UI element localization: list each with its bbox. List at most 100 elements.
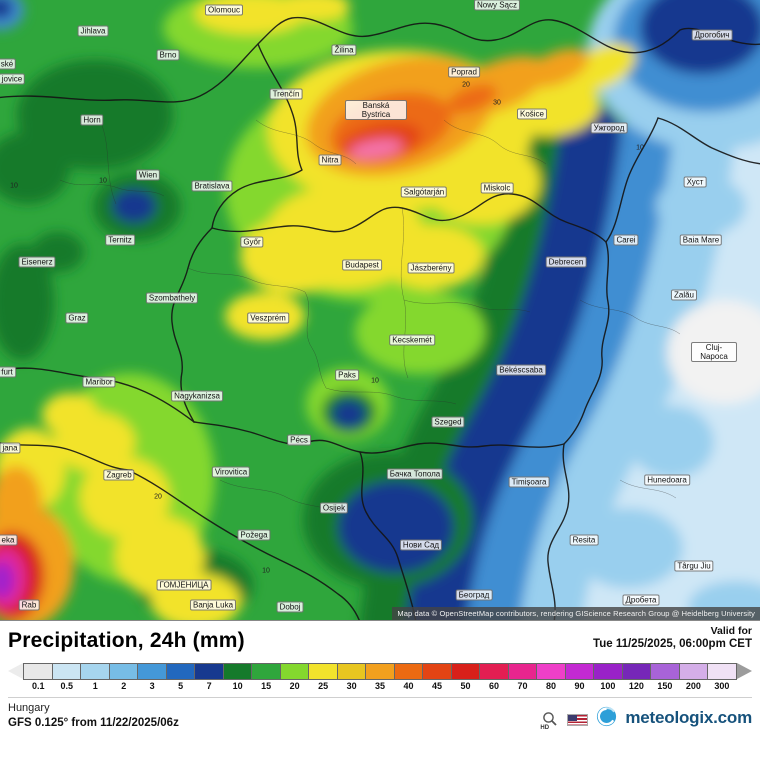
scale-tick: 100 [600,681,616,691]
scale-swatch [480,663,509,679]
scale-tick: 200 [685,681,701,691]
scale-swatch [451,663,481,679]
scale-swatch [651,663,680,679]
city-label: ské [0,58,17,70]
city-label: Doboj [276,601,304,613]
scale-tick: 120 [628,681,644,691]
city-label: Békéscsaba [496,364,546,376]
color-scale-bar [23,662,737,680]
city-label: Zalău [670,289,698,301]
scale-tick: 45 [432,681,443,691]
scale-tick: 5 [178,681,184,691]
city-label: Budapest [342,259,382,271]
contour-label: 20 [462,81,470,89]
scale-tick: 90 [574,681,585,691]
city-label: Nowy Sącz [473,0,521,11]
contour-label: 10 [99,177,107,185]
city-label: jovice [0,73,26,85]
city-label: Maribor [82,376,116,388]
scale-swatch [309,663,338,679]
scale-swatch [366,663,395,679]
city-label: Horn [80,114,104,126]
scale-swatch [622,663,652,679]
city-label: Banja Luka [189,599,237,611]
city-label: Cluj-Napoca [691,342,737,362]
scale-tick: 1 [92,681,98,691]
scale-tick: 50 [460,681,471,691]
city-label: Baia Mare [679,234,723,246]
city-label: Дробета [622,594,660,606]
city-label: Virovitica [211,466,251,478]
city-label: Trenčín [269,88,303,100]
city-label: Veszprém [247,312,289,324]
city-label: Jihlava [77,25,109,37]
city-label: Košice [516,108,548,120]
scale-tick: 7 [206,681,212,691]
city-label: Poprad [448,66,480,78]
scale-tick: 15 [261,681,272,691]
contour-label: 10 [10,182,18,190]
city-label: jana [0,442,21,454]
model-info-block: Hungary GFS 0.125° from 11/22/2025/06z [8,702,179,729]
city-label: furt [0,366,16,378]
scale-swatch [508,663,538,679]
city-label: Győr [240,236,264,248]
brand-block: HD meteologix.com [540,705,752,731]
valid-for-label: Valid for [710,625,752,637]
contour-label: 10 [636,144,644,152]
city-label: Banská Bystrica [345,100,407,120]
scale-swatch [394,663,424,679]
legend-panel: Precipitation, 24h (mm) Valid for Tue 11… [0,620,760,760]
city-label: Nitra [318,154,342,166]
model-run-label: GFS 0.125° from 11/22/2025/06z [8,717,179,729]
city-label: Timișoara [508,476,550,488]
hd-label: HD [540,725,550,731]
legend-title: Precipitation, 24h (mm) [8,629,245,652]
scale-tick: 25 [318,681,329,691]
city-label: Szombathely [145,292,199,304]
city-label: Wien [135,169,161,181]
city-label: Ternitz [105,234,135,246]
city-label: eka [0,534,18,546]
legend-divider [8,697,752,698]
scale-swatch [423,663,452,679]
us-flag-icon[interactable] [567,714,589,726]
city-label: Nagykanizsa [171,390,223,402]
scale-swatch [708,663,736,679]
city-label: Požega [237,529,271,541]
city-label: Eisenerz [18,256,56,268]
city-label: Olomouc [204,4,244,16]
city-label: Hunedoara [644,474,690,486]
city-label: Kecskemét [389,334,435,346]
city-label: Graz [65,312,89,324]
city-label: Osijek [319,502,349,514]
scale-arrow-left-icon [8,663,23,679]
city-label: Бачка Топола [386,468,444,480]
city-label: Szeged [431,416,465,428]
scale-tick: 35 [375,681,386,691]
contour-label: 10 [371,377,379,385]
scale-swatch [252,663,281,679]
city-label: Brno [156,49,180,61]
meteologix-logo-icon[interactable] [595,705,618,728]
scale-swatch [52,663,82,679]
contour-label: 10 [262,567,270,575]
scale-arrow-right-icon [737,663,752,679]
precipitation-map[interactable]: ské jovice Jihlava Olomouc Nowy Sącz Дрогобич… [0,0,760,620]
city-label: Resita [569,534,599,546]
city-label: ГОМЈЕНИЦА [156,579,212,591]
scale-swatch [166,663,196,679]
scale-tick: 20 [289,681,300,691]
brand-link[interactable]: meteologix.com [625,708,752,727]
scale-tick: 60 [488,681,499,691]
hd-zoom-icon[interactable]: HD [540,711,560,731]
ticks-end-spacer [736,681,752,691]
magnifier-icon [543,712,558,726]
contour-label: 20 [154,493,162,501]
contour-label: 30 [493,99,501,107]
scale-tick: 70 [517,681,528,691]
scale-swatch [565,663,595,679]
scale-swatch [280,663,310,679]
city-label: Pécs [287,434,311,446]
city-label: Târgu Jiu [674,560,714,572]
